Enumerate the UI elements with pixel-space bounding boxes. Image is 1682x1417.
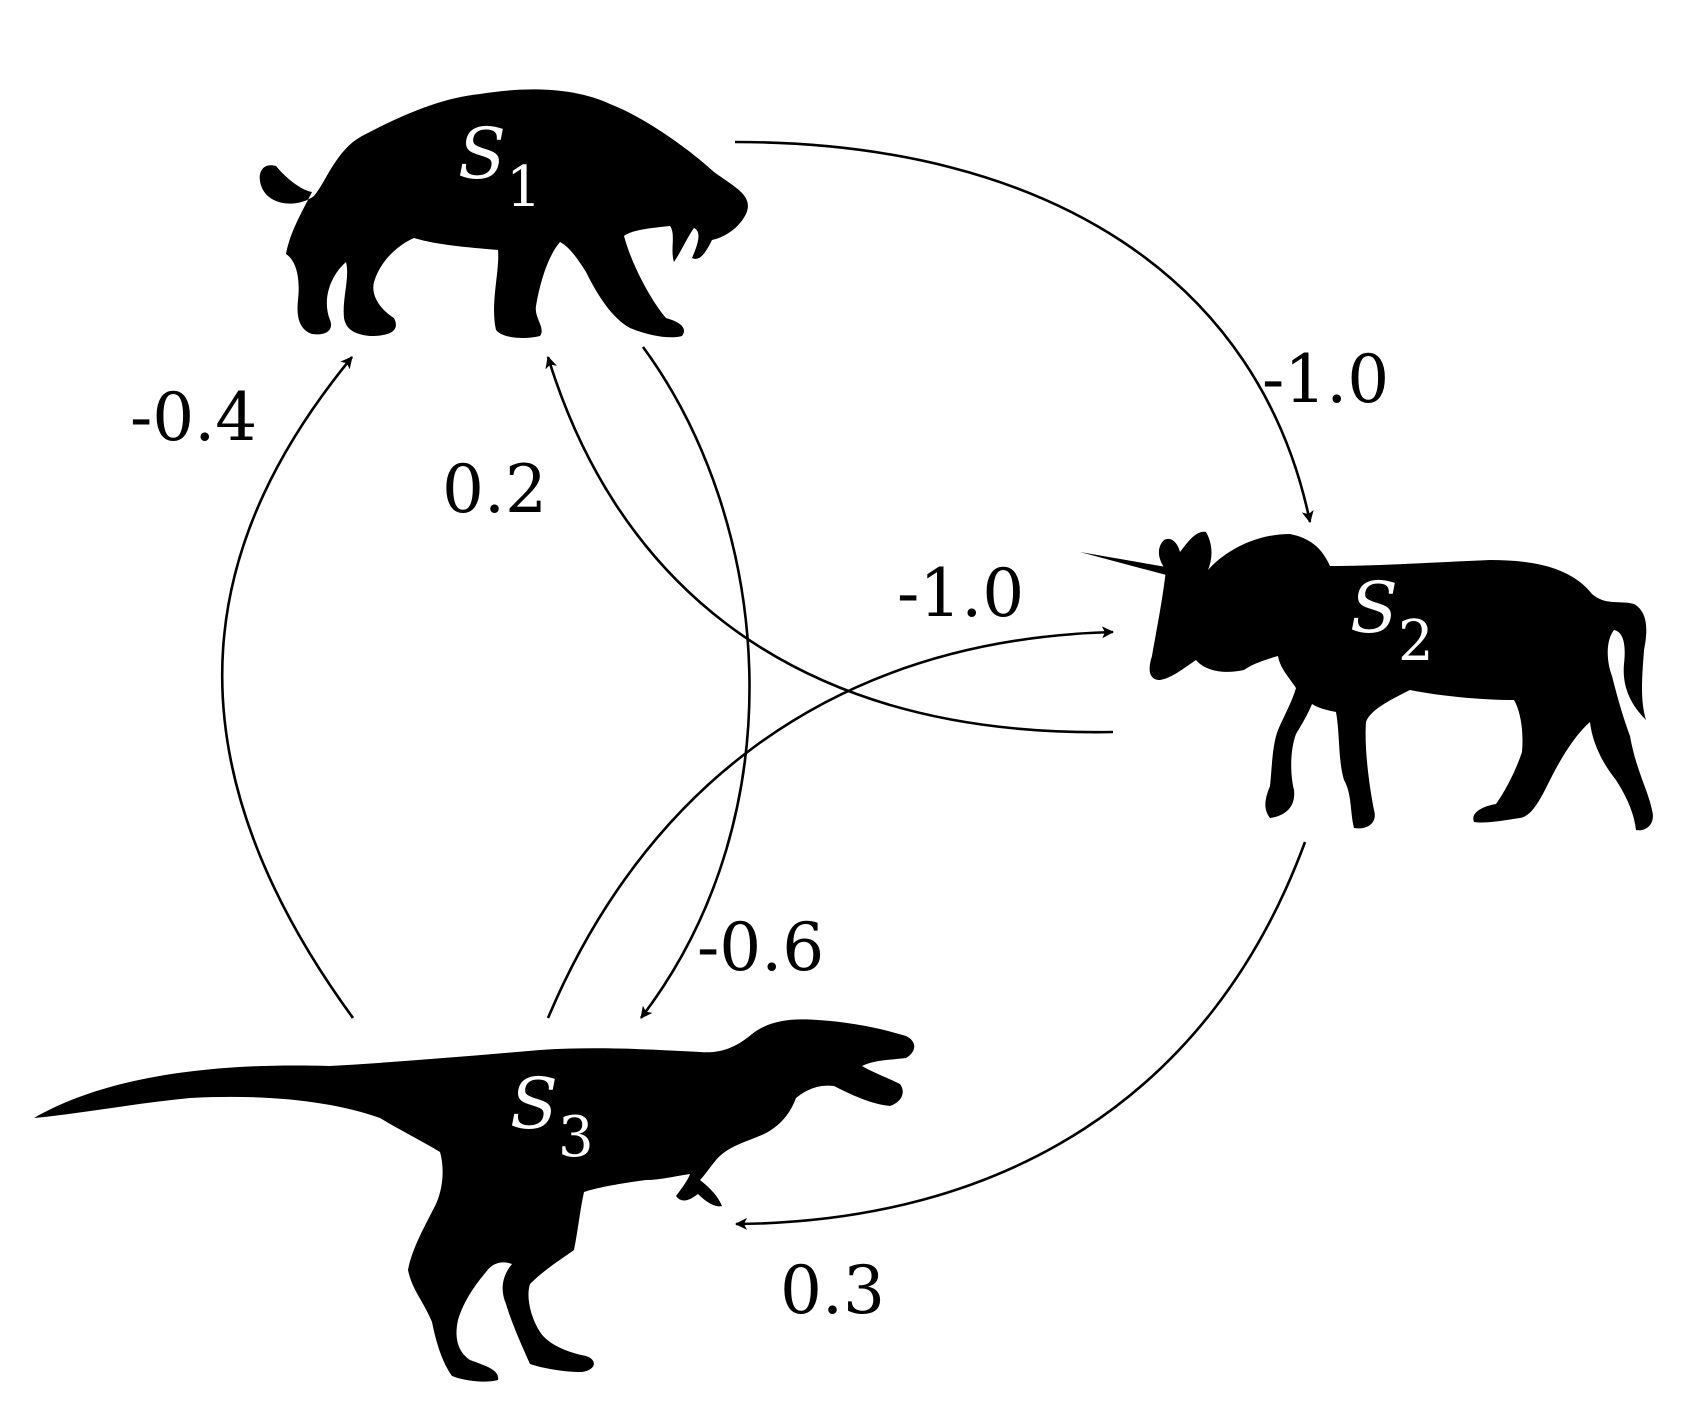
node-s1-label: S1 xyxy=(458,113,542,220)
weight-s3-to-s2: -1.0 xyxy=(897,555,1024,632)
weight-s3-to-s1: -0.4 xyxy=(130,379,257,456)
weight-s2-to-s1: 0.2 xyxy=(442,451,547,528)
node-s1: S1 xyxy=(259,89,748,338)
weight-s1-to-s3: -0.6 xyxy=(697,909,824,986)
edge-s1-to-s3 xyxy=(639,346,751,1019)
edge-s1-to-s2 xyxy=(734,140,1314,523)
node-s3: S3 xyxy=(34,1019,915,1382)
sabertooth-silhouette xyxy=(259,89,748,338)
weight-s2-to-s3: 0.3 xyxy=(780,1252,885,1329)
node-s2-label: S2 xyxy=(1350,567,1434,674)
node-s2: S2 xyxy=(1080,531,1653,831)
node-s3-label: S3 xyxy=(510,1063,594,1170)
edge-s2-to-s1 xyxy=(545,356,1114,734)
unicorn-silhouette xyxy=(1080,531,1653,831)
edge-s3-to-s1 xyxy=(220,356,355,1019)
weight-s1-to-s2: -1.0 xyxy=(1262,341,1389,418)
dinosaur-silhouette xyxy=(34,1019,915,1382)
edge-s3-to-s2 xyxy=(546,626,1114,1019)
edge-s2-to-s3 xyxy=(735,841,1307,1230)
